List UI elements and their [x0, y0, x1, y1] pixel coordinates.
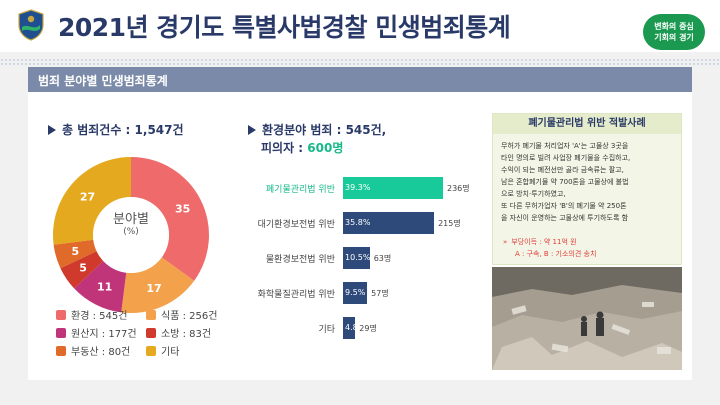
case-line: 타인 명의로 빌려 사업장 폐기물을 수집하고, [501, 154, 631, 162]
env-suspects-label: 피의자 : [261, 141, 308, 155]
legend-swatch [56, 310, 66, 320]
bar-category-label: 기타 [318, 325, 335, 335]
donut-chart: 35 17 11 55 27 [52, 157, 209, 313]
case-line: 또 다른 무허가업자 'B'의 폐기물 약 250톤 [501, 202, 627, 210]
legend-swatch [146, 328, 156, 338]
donut-slice-label-3: 11 [97, 281, 112, 294]
donut-slice-3 [74, 261, 127, 313]
donut-slice-label-5: 5 [71, 245, 79, 258]
double-chevron-icon: » [503, 238, 508, 246]
bar-category-label: 대기환경보전법 위반 [257, 220, 335, 230]
case-line: 남은 혼합폐기물 약 700톤을 고물상에 불법 [501, 178, 629, 186]
env-crimes-text: 환경분야 범죄 : 545건, [262, 123, 387, 137]
case-outcome: » 부당이득 : 약 11억 원 A : 구속, B : 기소의견 송치 [503, 236, 596, 260]
legend-label: 부동산 : 80건 [71, 347, 131, 358]
bar-value-label: 57명 [371, 289, 389, 298]
bar-category-label: 물환경보전법 위반 [265, 255, 335, 265]
env-suspects: 피의자 : 600명 [261, 139, 343, 156]
case-line: 을 자신이 운영하는 고물상에 투기하도록 함 [501, 214, 629, 222]
bar-percent-label: 9.5% [345, 288, 366, 297]
slogan-line-1: 변화의 중심 [654, 22, 694, 31]
donut-slice-2 [121, 257, 195, 313]
legend-swatch [146, 346, 156, 356]
legend-label: 기타 [161, 347, 180, 358]
slogan-badge: 변화의 중심 기회의 경기 [643, 14, 705, 50]
triangle-bullet-icon [48, 125, 56, 135]
waste-site-photo [492, 267, 682, 370]
case-line: 으로 방치·투기하였고, [501, 190, 566, 198]
legend-item-6: 기타 [146, 343, 179, 358]
case-box: 폐기물관리법 위반 적발사례 무허가 폐기물 처리업자 'A'는 고물상 3곳을… [492, 113, 682, 265]
legend-label: 환경 : 545건 [71, 311, 128, 322]
bar-5 [343, 317, 356, 339]
bar-1 [343, 177, 443, 199]
bar-percent-label: 35.8% [345, 218, 371, 227]
legend-item-2: 식품 : 256건 [146, 307, 217, 322]
bar-category-label: 화학물질관리법 위반 [257, 290, 335, 300]
bar-4 [343, 282, 368, 304]
total-crimes: 총 범죄건수 : 1,547건 [48, 121, 184, 138]
case-title: 폐기물관리법 위반 적발사례 [493, 114, 681, 134]
donut-slice-4 [60, 251, 104, 289]
donut-slice-label-6: 27 [80, 191, 95, 204]
bar-2 [343, 212, 435, 234]
bar-value-label: 236명 [447, 184, 470, 193]
donut-center-sub: (%) [123, 227, 139, 237]
donut-slice-6 [52, 157, 131, 245]
content-panel: 범죄 분야별 민생범죄통계 총 범죄건수 : 1,547건 35 17 11 5 5 27… [28, 67, 692, 380]
env-crimes: 환경분야 범죄 : 545건, [248, 121, 386, 138]
donut-slice-label-1: 35 [175, 203, 190, 216]
page-title: 2021년 경기도 특별사법경찰 민생범죄통계 [58, 13, 511, 42]
bar-value-label: 29명 [359, 324, 377, 333]
env-suspects-value: 600명 [307, 141, 344, 155]
legend-item-5: 부동산 : 80건 [56, 343, 130, 358]
legend-item-1: 환경 : 545건 [56, 307, 127, 322]
case-profit-text: 부당이득 : 약 11억 원 [511, 238, 577, 246]
donut-slice-label-2: 17 [146, 282, 161, 295]
case-result: A : 구속, B : 기소의견 송치 [515, 250, 597, 258]
bar-percent-label: 10.5% [345, 253, 371, 262]
case-line: 수익이 되는 폐전선만 골라 금속류는 팔고, [501, 166, 624, 174]
police-emblem-icon [18, 9, 44, 41]
case-profit: » 부당이득 : 약 11억 원 [503, 236, 596, 248]
legend-label: 식품 : 256건 [161, 311, 218, 322]
legend-swatch [146, 310, 156, 320]
bar-percent-label: 4.8% [345, 323, 366, 332]
bar-value-label: 63명 [373, 254, 392, 263]
legend-label: 소방 : 83건 [161, 329, 212, 340]
legend-swatch [56, 328, 66, 338]
header: 2021년 경기도 특별사법경찰 민생범죄통계 변화의 중심 기회의 경기 [0, 0, 720, 52]
donut-slice-label-4: 5 [79, 262, 87, 275]
legend-swatch [56, 346, 66, 356]
donut-slice-5 [53, 239, 97, 269]
donut-center-label: 분야별 [113, 212, 149, 227]
legend-item-3: 원산지 : 177건 [56, 325, 137, 340]
legend-label: 원산지 : 177건 [71, 329, 137, 340]
section-title: 범죄 분야별 민생범죄통계 [38, 74, 168, 88]
triangle-bullet-icon [248, 125, 256, 135]
case-line: 무허가 폐기물 처리업자 'A'는 고물상 3곳을 [501, 142, 629, 150]
bar-percent-label: 39.3% [345, 183, 371, 192]
donut-hole [93, 197, 169, 273]
bar-category-label: 폐기물관리법 위반 [265, 185, 335, 195]
section-bar: 범죄 분야별 민생범죄통계 [28, 67, 692, 92]
total-crimes-text: 총 범죄건수 : 1,547건 [62, 123, 184, 137]
donut-slice-1 [131, 157, 209, 281]
bar-value-label: 215명 [438, 219, 461, 228]
bar-3 [343, 247, 370, 269]
slogan-line-2: 기회의 경기 [654, 33, 694, 42]
legend-item-4: 소방 : 83건 [146, 325, 211, 340]
dotted-divider [0, 58, 720, 66]
